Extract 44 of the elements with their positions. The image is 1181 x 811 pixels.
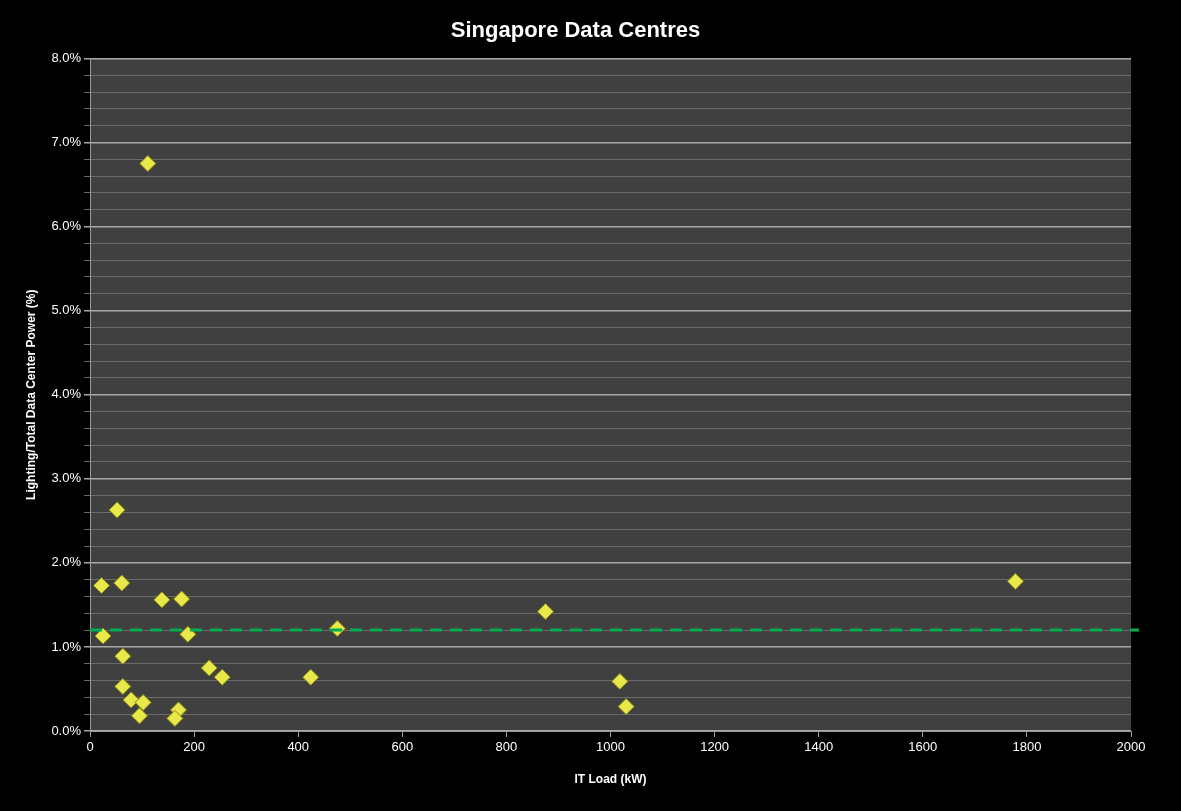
- point: [611, 672, 629, 690]
- x-tick-label: 1800: [1012, 739, 1042, 755]
- x-tick-label: 1200: [700, 739, 730, 755]
- x-tick-label: 1400: [804, 739, 834, 755]
- point: [536, 603, 554, 621]
- point: [108, 501, 126, 519]
- point: [166, 709, 184, 727]
- y-tick-label: 5.0%: [51, 302, 82, 318]
- point: [179, 625, 197, 643]
- y-tick-label: 7.0%: [51, 134, 82, 150]
- x-axis-title: IT Load (kW): [574, 772, 647, 787]
- point: [134, 693, 152, 711]
- point: [617, 698, 635, 716]
- y-tick-label: 4.0%: [51, 386, 82, 402]
- point: [139, 154, 157, 172]
- y-tick-label: 2.0%: [51, 554, 82, 570]
- y-tick-label: 1.0%: [51, 638, 82, 654]
- point: [1006, 572, 1024, 590]
- point: [94, 627, 112, 645]
- point: [130, 707, 148, 725]
- y-tick-label: 3.0%: [51, 470, 82, 486]
- x-tick-label: 1000: [596, 739, 625, 755]
- y-tick-label: 6.0%: [51, 218, 82, 234]
- point: [122, 691, 140, 709]
- y-tick-label: 8.0%: [51, 49, 82, 65]
- point: [114, 677, 132, 695]
- point: [114, 647, 132, 665]
- point: [302, 668, 320, 686]
- x-tick-label: 0: [86, 739, 94, 755]
- point: [173, 590, 191, 608]
- point: [200, 659, 218, 677]
- point: [213, 668, 231, 686]
- x-tick-label: 800: [495, 739, 518, 755]
- x-tick-label: 200: [183, 739, 205, 755]
- x-tick-label: 2000: [1116, 739, 1146, 755]
- x-tick-label: 1600: [908, 739, 938, 755]
- y-tick-label: 0.0%: [51, 722, 82, 738]
- point: [153, 591, 171, 609]
- point: [92, 577, 110, 595]
- x-tick-label: 400: [287, 739, 310, 755]
- point: [113, 574, 131, 592]
- y-axis-title: Lighting/Total Data Center Power (%): [23, 289, 38, 500]
- x-tick-label: 600: [391, 739, 414, 755]
- chart-title: Singapore Data Centres: [450, 17, 701, 43]
